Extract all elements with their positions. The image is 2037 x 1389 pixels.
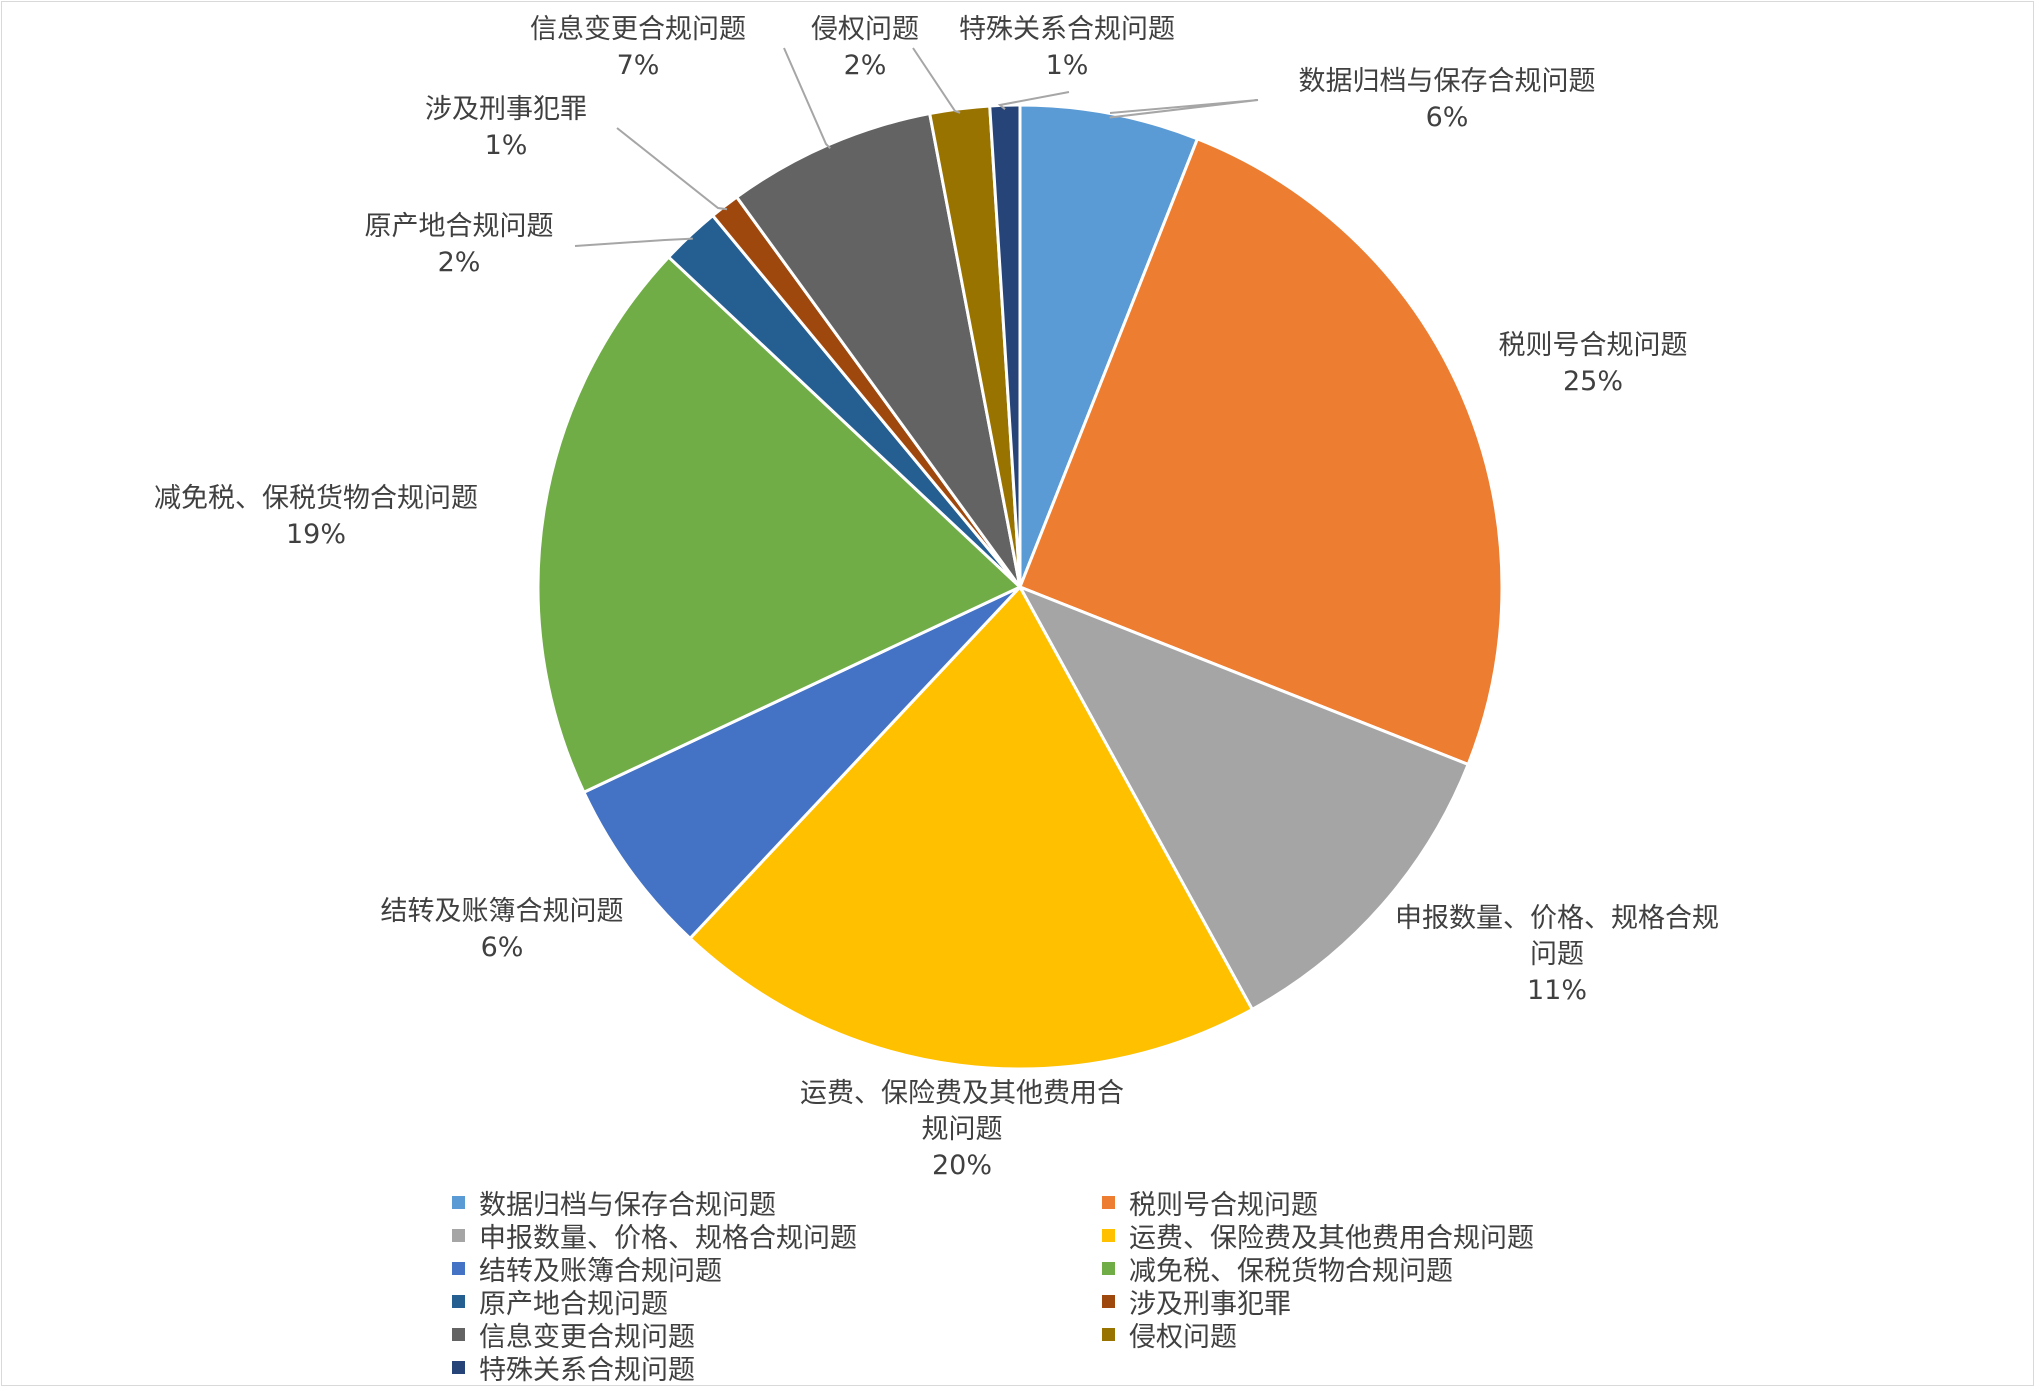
- data-label-11: 特殊关系合规问题 1%: [959, 12, 1175, 84]
- data-label-name: 结转及账簿合规问题: [380, 896, 624, 927]
- data-label-percent: 11%: [1526, 975, 1587, 1006]
- legend-label: 税则号合规问题: [1129, 1190, 1318, 1221]
- data-label-name: 原产地合规问题: [364, 211, 554, 242]
- data-label-name: 侵权问题: [811, 14, 919, 45]
- data-label-percent: 25%: [1562, 366, 1623, 397]
- legend-item: 申报数量、价格、规格合规问题: [452, 1219, 1102, 1254]
- legend-label: 结转及账簿合规问题: [479, 1256, 722, 1287]
- data-label-name: 涉及刑事犯罪: [425, 94, 587, 125]
- legend-item: 运费、保险费及其他费用合规问题: [1102, 1219, 1752, 1254]
- data-label-name: 信息变更合规问题: [530, 14, 746, 45]
- data-label-name: 数据归档与保存合规问题: [1298, 66, 1596, 97]
- legend-item: 税则号合规问题: [1102, 1186, 1752, 1221]
- legend-swatch: [452, 1361, 465, 1374]
- data-label-percent: 2%: [437, 247, 481, 278]
- data-label-name: 特殊关系合规问题: [959, 14, 1175, 45]
- legend-label: 申报数量、价格、规格合规问题: [479, 1223, 857, 1254]
- data-label-2: 税则号合规问题 25%: [1499, 328, 1688, 400]
- legend-swatch: [452, 1196, 465, 1209]
- leader-line-11: [997, 91, 1070, 110]
- legend-label: 原产地合规问题: [479, 1289, 668, 1320]
- leader-line-9: [783, 47, 831, 149]
- legend-swatch: [1102, 1328, 1115, 1341]
- pie-slice-11: [988, 103, 1022, 589]
- leader-line-10: [912, 47, 961, 114]
- leader-line-8: [616, 127, 728, 211]
- data-label-4: 运费、保险费及其他费用合 规问题 20%: [800, 1076, 1124, 1184]
- pie-slice-2: [1018, 137, 1504, 766]
- legend-swatch: [452, 1229, 465, 1242]
- legend-item: 涉及刑事犯罪: [1102, 1285, 1752, 1320]
- data-label-7: 原产地合规问题 2%: [365, 209, 554, 281]
- data-label-percent: 19%: [285, 519, 346, 550]
- data-label-percent: 2%: [843, 50, 887, 81]
- legend-label: 特殊关系合规问题: [479, 1355, 695, 1386]
- legend-swatch: [1102, 1262, 1115, 1275]
- data-label-percent: 7%: [616, 50, 660, 81]
- data-label-name: 税则号合规问题: [1498, 330, 1688, 361]
- data-label-name: 申报数量、价格、规格合规: [1395, 903, 1719, 934]
- legend-item: 原产地合规问题: [452, 1285, 1102, 1320]
- legend-item: 信息变更合规问题: [452, 1318, 1102, 1353]
- legend-swatch: [1102, 1229, 1115, 1242]
- legend-label: 信息变更合规问题: [479, 1322, 695, 1353]
- pie-slice-3: [1018, 585, 1470, 1011]
- leader-lines: [574, 47, 1259, 247]
- leader-line-1: [1109, 99, 1259, 119]
- pie-slices: [536, 103, 1504, 1071]
- data-label-percent: 1%: [1045, 50, 1089, 81]
- legend-swatch: [1102, 1295, 1115, 1308]
- legend-swatch: [452, 1262, 465, 1275]
- legend-label: 运费、保险费及其他费用合规问题: [1129, 1223, 1534, 1254]
- data-label-percent: 6%: [480, 932, 524, 963]
- legend-swatch: [452, 1328, 465, 1341]
- legend-item: 侵权问题: [1102, 1318, 1752, 1353]
- legend-item: 数据归档与保存合规问题: [452, 1186, 1102, 1221]
- data-label-9: 信息变更合规问题 7%: [530, 12, 746, 84]
- leader-line-7: [574, 237, 693, 247]
- data-label-percent: 6%: [1425, 102, 1469, 133]
- legend-label: 数据归档与保存合规问题: [479, 1190, 776, 1221]
- data-label-name: 问题: [1530, 939, 1584, 970]
- pie-slice-6: [536, 255, 1022, 794]
- data-label-5: 结转及账簿合规问题 6%: [381, 894, 624, 966]
- legend-label: 减免税、保税货物合规问题: [1129, 1256, 1453, 1287]
- data-label-6: 减免税、保税货物合规问题 19%: [154, 481, 478, 553]
- data-label-name: 规问题: [921, 1114, 1003, 1145]
- pie-slice-5: [582, 585, 1022, 940]
- data-label-percent: 1%: [484, 130, 528, 161]
- data-label-name: 运费、保险费及其他费用合: [800, 1078, 1124, 1109]
- legend: 数据归档与保存合规问题 税则号合规问题申报数量、价格、规格合规问题 运费、保险费及其…: [452, 1186, 1752, 1386]
- legend-item: 减免税、保税货物合规问题: [1102, 1252, 1752, 1287]
- legend-label: 涉及刑事犯罪: [1129, 1289, 1291, 1320]
- legend-swatch: [452, 1295, 465, 1308]
- data-label-3: 申报数量、价格、规格合规 问题 11%: [1395, 901, 1719, 1009]
- legend-swatch: [1102, 1196, 1115, 1209]
- data-label-10: 侵权问题 2%: [811, 12, 919, 84]
- legend-item: 特殊关系合规问题: [452, 1351, 1102, 1386]
- data-label-8: 涉及刑事犯罪 1%: [425, 92, 587, 164]
- pie-slice-9: [735, 112, 1022, 589]
- data-label-name: 减免税、保税货物合规问题: [154, 483, 478, 514]
- data-label-percent: 20%: [931, 1150, 992, 1181]
- legend-label: 侵权问题: [1129, 1322, 1237, 1353]
- pie-slice-4: [688, 585, 1254, 1071]
- legend-item: 结转及账簿合规问题: [452, 1252, 1102, 1287]
- data-label-1: 数据归档与保存合规问题 6%: [1299, 64, 1596, 136]
